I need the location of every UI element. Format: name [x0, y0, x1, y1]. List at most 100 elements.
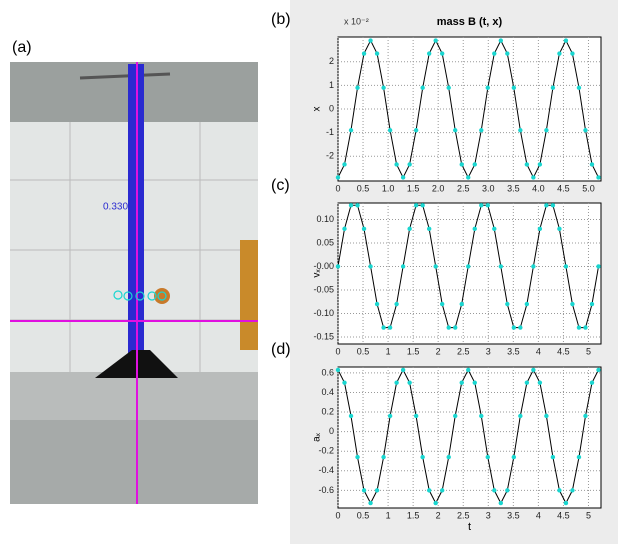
data-point	[400, 175, 406, 180]
x-tick-label: 5.0	[582, 183, 595, 193]
data-point	[596, 175, 601, 180]
data-point	[426, 488, 432, 493]
data-point	[544, 203, 549, 208]
x-tick-label: 1	[386, 510, 391, 520]
x-tick-label: 3	[486, 346, 491, 356]
data-point	[433, 500, 438, 506]
data-point	[570, 301, 575, 307]
x-tick-label: 3.0	[482, 183, 495, 193]
data-point	[550, 85, 556, 90]
data-point	[511, 454, 517, 460]
y-tick-label: -2	[326, 151, 334, 161]
data-point	[394, 301, 399, 307]
data-point	[583, 128, 588, 133]
data-point	[342, 380, 347, 385]
data-point	[505, 301, 510, 307]
data-point	[531, 264, 536, 269]
x-tick-label: 1	[386, 346, 391, 356]
y-tick-label: 2	[329, 56, 334, 66]
data-point	[544, 413, 549, 419]
data-point	[589, 301, 595, 307]
data-point	[537, 162, 543, 167]
data-point	[348, 128, 354, 133]
data-point	[413, 203, 419, 208]
data-point	[485, 203, 490, 208]
data-point	[426, 226, 432, 232]
data-point	[492, 488, 497, 493]
y-tick-label: 0	[329, 426, 334, 436]
data-point	[492, 51, 497, 56]
x-tick-label: 2.0	[432, 183, 445, 193]
data-point	[420, 454, 425, 460]
data-point	[505, 488, 510, 493]
data-point	[479, 128, 484, 133]
x-tick-label: 5	[586, 346, 591, 356]
x-tick-label: 4.5	[557, 183, 570, 193]
data-point	[459, 162, 464, 167]
x-tick-label: 0.5	[357, 346, 370, 356]
y-tick-label: -0.10	[313, 308, 334, 318]
x-tick-label: 4	[536, 346, 541, 356]
data-point	[485, 85, 490, 90]
data-point	[453, 325, 458, 330]
x-tick-label: 0.5	[357, 510, 370, 520]
data-point	[518, 413, 523, 419]
x-tick-label: 4.5	[557, 346, 570, 356]
data-point	[531, 367, 536, 373]
y-tick-label: 0	[329, 103, 334, 113]
data-point	[544, 128, 549, 133]
y-tick-label: -1	[326, 127, 334, 137]
data-point	[563, 500, 569, 506]
data-point	[505, 51, 510, 56]
data-point	[420, 203, 425, 208]
data-point	[498, 38, 504, 43]
y-tick-label: 0.2	[321, 406, 334, 416]
data-point	[361, 226, 367, 232]
data-point	[439, 51, 445, 56]
data-point	[348, 413, 354, 419]
data-point	[589, 162, 595, 167]
x-tick-label: 4.0	[532, 183, 545, 193]
data-point	[466, 264, 471, 269]
x-tick-label: 1.5	[407, 346, 420, 356]
x-tick-label: 4.5	[557, 510, 570, 520]
data-point	[355, 454, 360, 460]
data-point	[459, 301, 464, 307]
data-point	[342, 226, 347, 232]
data-point	[439, 488, 445, 493]
photo-annotation: 0.330	[103, 202, 128, 213]
data-point	[413, 128, 419, 133]
data-point	[524, 162, 530, 167]
data-point	[557, 51, 562, 56]
y-tick-label: -0.2	[318, 446, 334, 456]
data-point	[511, 85, 517, 90]
x-tick-label: 2.5	[457, 346, 470, 356]
y-tick-label: 0.10	[316, 214, 334, 224]
x-tick-label: 2.5	[457, 510, 470, 520]
data-point	[537, 226, 543, 232]
data-point	[589, 380, 595, 385]
data-point	[524, 380, 530, 385]
data-point	[466, 367, 471, 373]
y-tick-label: -0.00	[313, 261, 334, 271]
data-point	[387, 325, 393, 330]
x-tick-label: 0	[335, 346, 340, 356]
data-point	[563, 264, 569, 269]
data-point	[583, 413, 588, 419]
data-point	[524, 301, 530, 307]
y-tick-label: 1	[329, 80, 334, 90]
x-tick-label: 4	[536, 510, 541, 520]
chart-title: mass B (t, x)	[437, 16, 503, 28]
data-point	[596, 367, 601, 373]
x-axis-label: t	[468, 521, 471, 533]
data-point	[446, 325, 451, 330]
y-tick-label: -0.15	[313, 331, 334, 341]
y-tick-label: -0.05	[313, 284, 334, 294]
y-axis-label: x	[312, 107, 323, 112]
y-tick-label: 0.6	[321, 367, 334, 377]
data-point	[472, 162, 477, 167]
y-tick-label: -0.6	[318, 485, 334, 495]
panel-label: (c)	[271, 177, 290, 194]
data-point	[531, 175, 536, 180]
data-point	[537, 380, 543, 385]
